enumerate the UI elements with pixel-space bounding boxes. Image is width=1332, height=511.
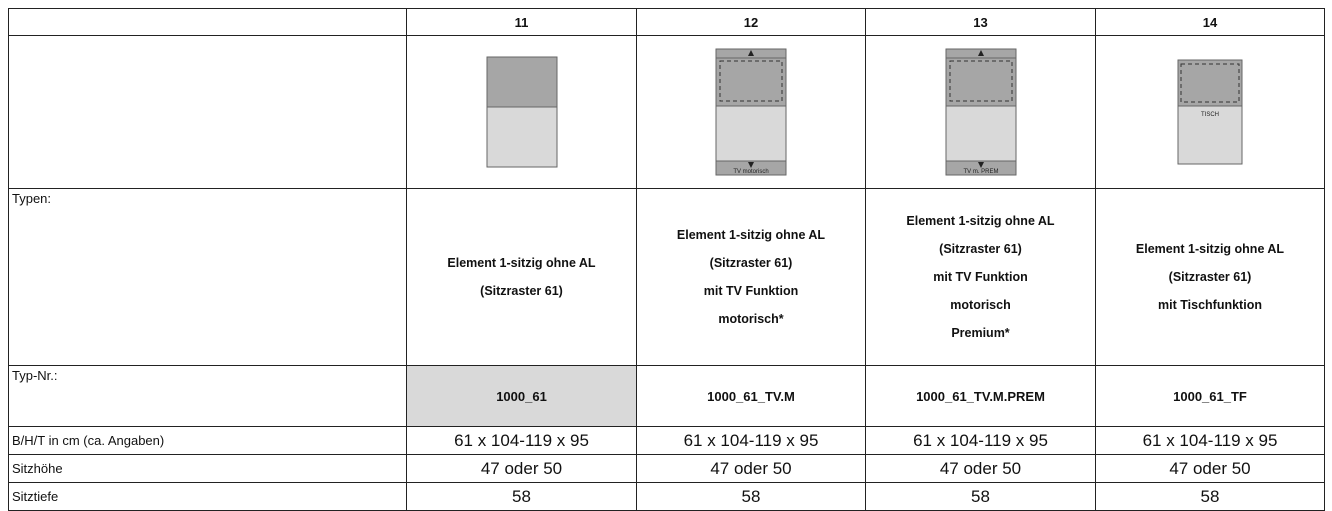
typ-nr-14: 1000_61_TF <box>1095 365 1325 427</box>
sitztiefe-value: 58 <box>406 482 637 511</box>
typ-nr-13: 1000_61_TV.M.PREM <box>865 365 1096 427</box>
typ-nr-11: 1000_61 <box>406 365 637 427</box>
seat-table-diagram: TISCH <box>1177 59 1243 165</box>
sitzhoehe-label: Sitzhöhe <box>8 454 407 483</box>
column-header-12: 12 <box>636 8 866 36</box>
type-cell-11: Element 1-sitzig ohne AL (Sitzraster 61) <box>406 188 637 366</box>
sitztiefe-label: Sitztiefe <box>8 482 407 511</box>
bht-value: 61 x 104-119 x 95 <box>865 426 1096 455</box>
seat-element-diagram <box>486 56 557 168</box>
seat-tv-premium-diagram: TV m. PREM <box>945 48 1016 176</box>
type-line: (Sitzraster 61) <box>709 256 793 270</box>
sitztiefe-value: 58 <box>636 482 866 511</box>
sitzhoehe-value: 47 oder 50 <box>406 454 637 483</box>
column-header-row: 11 12 13 14 <box>8 8 1325 36</box>
typ-nr-row: Typ-Nr.: 1000_61 1000_61_TV.M 1000_61_TV… <box>8 365 1325 427</box>
typ-nr-12: 1000_61_TV.M <box>636 365 866 427</box>
diagram-cell-12: TV motorisch <box>636 35 866 189</box>
typen-label: Typen: <box>8 188 407 366</box>
diagram-cell-11 <box>406 35 637 189</box>
product-spec-table: 11 12 13 14 TV motorisch <box>8 8 1325 511</box>
type-line: (Sitzraster 61) <box>480 284 563 298</box>
types-row: Typen: Element 1-sitzig ohne AL (Sitzras… <box>8 188 1325 366</box>
type-line: Element 1-sitzig ohne AL <box>676 228 826 242</box>
sitzhoehe-value: 47 oder 50 <box>1095 454 1325 483</box>
column-header-13: 13 <box>865 8 1096 36</box>
diagram-cell-14: TISCH <box>1095 35 1325 189</box>
type-cell-14: Element 1-sitzig ohne AL (Sitzraster 61)… <box>1095 188 1325 366</box>
type-line: Premium* <box>951 326 1010 340</box>
type-cell-13: Element 1-sitzig ohne AL (Sitzraster 61)… <box>865 188 1096 366</box>
sitzhoehe-value: 47 oder 50 <box>865 454 1096 483</box>
type-line: motorisch <box>950 298 1011 312</box>
typ-nr-label: Typ-Nr.: <box>8 365 407 427</box>
type-line: motorisch* <box>718 312 784 326</box>
header-empty-cell <box>8 8 407 36</box>
tv-motorisch-label: TV motorisch <box>733 169 768 175</box>
sitztiefe-value: 58 <box>865 482 1096 511</box>
seat-tv-motor-diagram: TV motorisch <box>715 48 787 176</box>
column-header-14: 14 <box>1095 8 1325 36</box>
sitztiefe-value: 58 <box>1095 482 1325 511</box>
diagram-cell-13: TV m. PREM <box>865 35 1096 189</box>
type-line: Element 1-sitzig ohne AL <box>1135 242 1285 256</box>
sitzhoehe-row: Sitzhöhe 47 oder 50 47 oder 50 47 oder 5… <box>8 454 1325 483</box>
bht-value: 61 x 104-119 x 95 <box>1095 426 1325 455</box>
bht-row: B/H/T in cm (ca. Angaben) 61 x 104-119 x… <box>8 426 1325 455</box>
bht-value: 61 x 104-119 x 95 <box>636 426 866 455</box>
type-line: Element 1-sitzig ohne AL <box>906 214 1055 228</box>
bht-label: B/H/T in cm (ca. Angaben) <box>8 426 407 455</box>
bht-value: 61 x 104-119 x 95 <box>406 426 637 455</box>
tv-premium-label: TV m. PREM <box>963 169 998 175</box>
sitztiefe-row: Sitztiefe 58 58 58 58 <box>8 482 1325 511</box>
type-line: (Sitzraster 61) <box>939 242 1022 256</box>
diagram-row: TV motorisch TV m. PREM TISCH <box>8 35 1325 189</box>
type-line: mit TV Funktion <box>703 284 799 298</box>
tisch-label: TISCH <box>1201 112 1219 118</box>
diagram-empty-cell <box>8 35 407 189</box>
sitzhoehe-value: 47 oder 50 <box>636 454 866 483</box>
column-header-11: 11 <box>406 8 637 36</box>
type-cell-12: Element 1-sitzig ohne AL (Sitzraster 61)… <box>636 188 866 366</box>
type-line: mit TV Funktion <box>933 270 1028 284</box>
type-line: Element 1-sitzig ohne AL <box>447 256 596 270</box>
type-line: mit Tischfunktion <box>1158 298 1262 312</box>
type-line: (Sitzraster 61) <box>1168 270 1252 284</box>
